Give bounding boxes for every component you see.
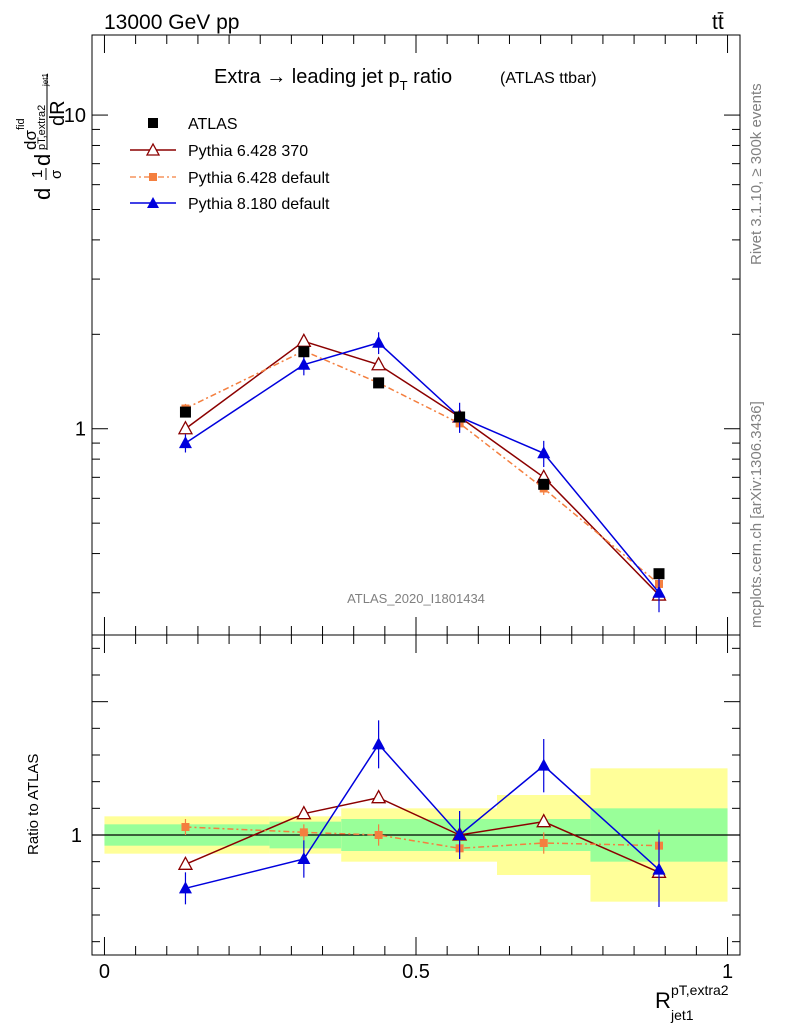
point-pythia-8-180-default: [372, 335, 386, 348]
ratio-point-pythia-8-180-default: [453, 828, 467, 840]
legend-marker-pythia6-default: [149, 173, 157, 181]
point-pythia-6-428-370: [296, 332, 312, 347]
ratio-point-pythia-8-180-default: [372, 737, 386, 750]
x-axis-label-r: R: [655, 988, 671, 1013]
energy-label: 13000 GeV pp: [104, 11, 239, 34]
series-line-pythia-6-428-default: [185, 350, 660, 585]
y-axis-label-fid: fid: [15, 118, 27, 130]
point-atlas: [454, 411, 466, 423]
x-tick-label: 1: [722, 961, 733, 983]
point-atlas: [179, 406, 191, 418]
ratio-point-pythia-6-428-default: [539, 839, 548, 847]
y-axis-label-sigma: σ: [48, 169, 65, 179]
point-atlas: [298, 346, 310, 358]
y-axis-label-d-sigma: d: [30, 188, 55, 200]
ratio-point-pythia-8-180-default: [178, 881, 192, 894]
legend-entry-pythia6-370: Pythia 6.428 370: [130, 142, 308, 160]
ratio-point-pythia-6-428-default: [181, 823, 190, 831]
ratio-point-pythia-6-428-default: [374, 831, 383, 839]
ratio-point-pythia-6-428-370: [177, 855, 194, 870]
point-pythia-8-180-default: [178, 436, 192, 449]
legend-label-pythia6-default: Pythia 6.428 default: [188, 170, 330, 187]
y-axis-label-dr: dR: [47, 100, 69, 126]
series-line-pythia-8-180-default: [185, 341, 660, 594]
legend-marker-pythia8-default: [147, 197, 159, 208]
chart-title-sub: T: [400, 78, 408, 93]
ratio-line-pythia-6-428-default: [185, 826, 660, 850]
y-axis-label-jet1: jet1: [41, 73, 50, 87]
point-pythia-8-180-default: [297, 357, 311, 370]
x-tick-label: 0: [99, 961, 110, 983]
ratio-line-pythia-6-428-370: [185, 796, 660, 874]
point-pythia-6-428-370: [371, 356, 387, 371]
legend-label-atlas: ATLAS: [188, 116, 238, 133]
legend-label-pythia6-370: Pythia 6.428 370: [188, 143, 308, 160]
ratio-y-label: Ratio to ATLAS: [25, 754, 42, 855]
point-atlas: [538, 478, 550, 490]
legend-entry-pythia8-default: Pythia 8.180 default: [130, 196, 330, 213]
legend-marker-pythia6-370: [145, 142, 161, 156]
point-pythia-8-180-default: [652, 585, 666, 598]
rivet-label: Rivet 3.1.10, ≥ 300k events: [748, 83, 765, 265]
legend-entry-atlas: ATLAS: [148, 116, 238, 133]
ratio-point-pythia-8-180-default: [652, 862, 666, 875]
point-pythia-6-428-370: [177, 420, 194, 435]
analysis-id: ATLAS_2020_I1801434: [347, 591, 485, 606]
chart-title: Extra → leading jet pT ratio: [214, 66, 452, 93]
x-axis-label-sub: jet1: [670, 1007, 694, 1023]
y-tick-label: 10: [64, 105, 86, 127]
legend-entry-pythia6-default: Pythia 6.428 default: [130, 170, 330, 187]
ratio-point-pythia-6-428-370: [296, 805, 312, 820]
ratio-point-pythia-6-428-370: [371, 789, 387, 804]
process-label: tt̄: [712, 11, 724, 34]
y-axis-label-dsigma: dσ: [21, 130, 40, 150]
mcplots-label: mcplots.cern.ch [arXiv:1306.3436]: [748, 401, 765, 628]
y-axis-label-d2: d: [30, 154, 55, 166]
ratio-point-pythia-6-428-370: [536, 813, 552, 828]
legend-label-pythia8-default: Pythia 8.180 default: [188, 196, 330, 213]
point-pythia-8-180-default: [537, 446, 551, 459]
ratio-line-pythia-8-180-default: [185, 743, 660, 890]
point-atlas: [373, 377, 385, 389]
ratio-point-pythia-8-180-default: [537, 758, 551, 771]
y-tick-label: 1: [75, 419, 86, 441]
y-axis-label-one: 1: [29, 170, 46, 178]
chart-title-tag: (ATLAS ttbar): [500, 70, 597, 87]
legend-marker-atlas: [148, 118, 158, 128]
x-axis-label: R pT,extra2 jet1: [655, 982, 729, 1023]
chart-title-suffix: ratio: [408, 66, 452, 88]
legend: ATLAS Pythia 6.428 370 Pythia 6.428 defa…: [130, 116, 330, 213]
y-axis-label-pt: pT,extra2: [36, 105, 48, 150]
ratio-y-tick-label: 1: [71, 825, 82, 847]
x-tick-label: 0.5: [402, 961, 430, 983]
y-axis-label: d 1 σ d dσ fid pT,extra2 jet1 dR: [15, 73, 69, 200]
series-line-pythia-6-428-370: [185, 340, 660, 596]
point-atlas: [653, 568, 665, 580]
chart-title-main: Extra → leading jet p: [214, 66, 400, 88]
ratio-point-pythia-8-180-default: [297, 852, 311, 864]
ratio-point-pythia-6-428-default: [299, 828, 308, 837]
x-axis-label-sup: pT,extra2: [671, 982, 729, 998]
